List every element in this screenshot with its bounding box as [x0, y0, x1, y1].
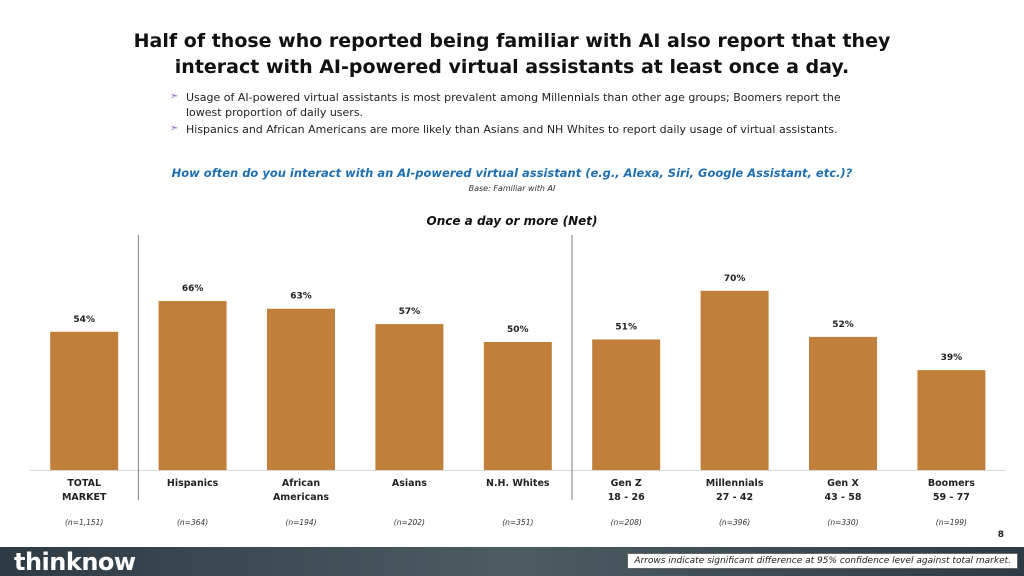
- survey-question: How often do you interact with an AI-pow…: [171, 166, 853, 180]
- sample-size-label: (n=396): [719, 518, 750, 527]
- category-label: 18 - 26: [608, 492, 645, 503]
- arrow-bullet-icon: ➣: [170, 123, 179, 134]
- data-label: 70%: [724, 274, 746, 284]
- arrow-bullet-icon: ➣: [170, 91, 179, 102]
- category-label: TOTAL: [67, 478, 101, 489]
- bar-chart: 54% TOTAL MARKET (n=1,151) 66% Hispanics (n=36…: [30, 235, 1006, 527]
- bar: [809, 336, 877, 470]
- category-label: Hispanics: [167, 478, 219, 489]
- category-label: 59 - 77: [933, 492, 970, 503]
- page-number: 8: [997, 530, 1004, 540]
- thinknow-logo: thinknow: [14, 548, 136, 576]
- data-label: 66%: [182, 284, 204, 294]
- sample-size-label: (n=330): [827, 518, 858, 527]
- data-label: 51%: [615, 322, 637, 332]
- category-label: African: [282, 478, 320, 489]
- sample-size-label: (n=351): [502, 518, 533, 527]
- sample-size-label: (n=1,151): [65, 518, 103, 527]
- finding-bullet: ➣ Usage of AI-powered virtual assistants…: [170, 90, 870, 120]
- bar: [267, 308, 335, 470]
- sample-size-label: (n=194): [285, 518, 316, 527]
- category-label: Gen X: [827, 478, 859, 489]
- category-label: Asians: [392, 478, 427, 489]
- data-label: 63%: [290, 292, 312, 302]
- chart-title: Once a day or more (Net): [426, 214, 598, 228]
- bar: [375, 324, 444, 470]
- bar: [50, 331, 119, 470]
- category-label: Millennials: [706, 478, 764, 489]
- data-label: 52%: [832, 320, 854, 330]
- sample-size-label: (n=208): [611, 518, 642, 527]
- data-label: 57%: [399, 307, 421, 317]
- category-label: N.H. Whites: [486, 478, 550, 489]
- key-findings: ➣ Usage of AI-powered virtual assistants…: [170, 90, 870, 139]
- significance-note: Arrows indicate significant difference a…: [627, 553, 1018, 569]
- bar: [158, 301, 227, 470]
- category-label: Gen Z: [611, 478, 642, 489]
- bar: [917, 370, 986, 470]
- bar: [592, 339, 661, 470]
- base-note: Base: Familiar with AI: [468, 184, 556, 193]
- category-label: Americans: [273, 492, 329, 503]
- finding-bullet: ➣ Hispanics and African Americans are mo…: [170, 122, 870, 137]
- category-label: MARKET: [62, 492, 107, 503]
- category-label: 43 - 58: [825, 492, 862, 503]
- finding-text: Hispanics and African Americans are more…: [186, 123, 838, 136]
- slide-title: Half of those who reported being familia…: [133, 30, 891, 78]
- bar: [700, 290, 769, 470]
- sample-size-label: (n=199): [936, 518, 967, 527]
- finding-text: Usage of AI-powered virtual assistants i…: [186, 91, 841, 119]
- category-label: Boomers: [928, 478, 975, 489]
- data-label: 50%: [507, 325, 529, 335]
- bar: [483, 342, 552, 470]
- sample-size-label: (n=364): [177, 518, 208, 527]
- category-label: 27 - 42: [716, 492, 753, 503]
- sample-size-label: (n=202): [394, 518, 425, 527]
- data-label: 54%: [73, 315, 95, 325]
- data-label: 39%: [941, 353, 963, 363]
